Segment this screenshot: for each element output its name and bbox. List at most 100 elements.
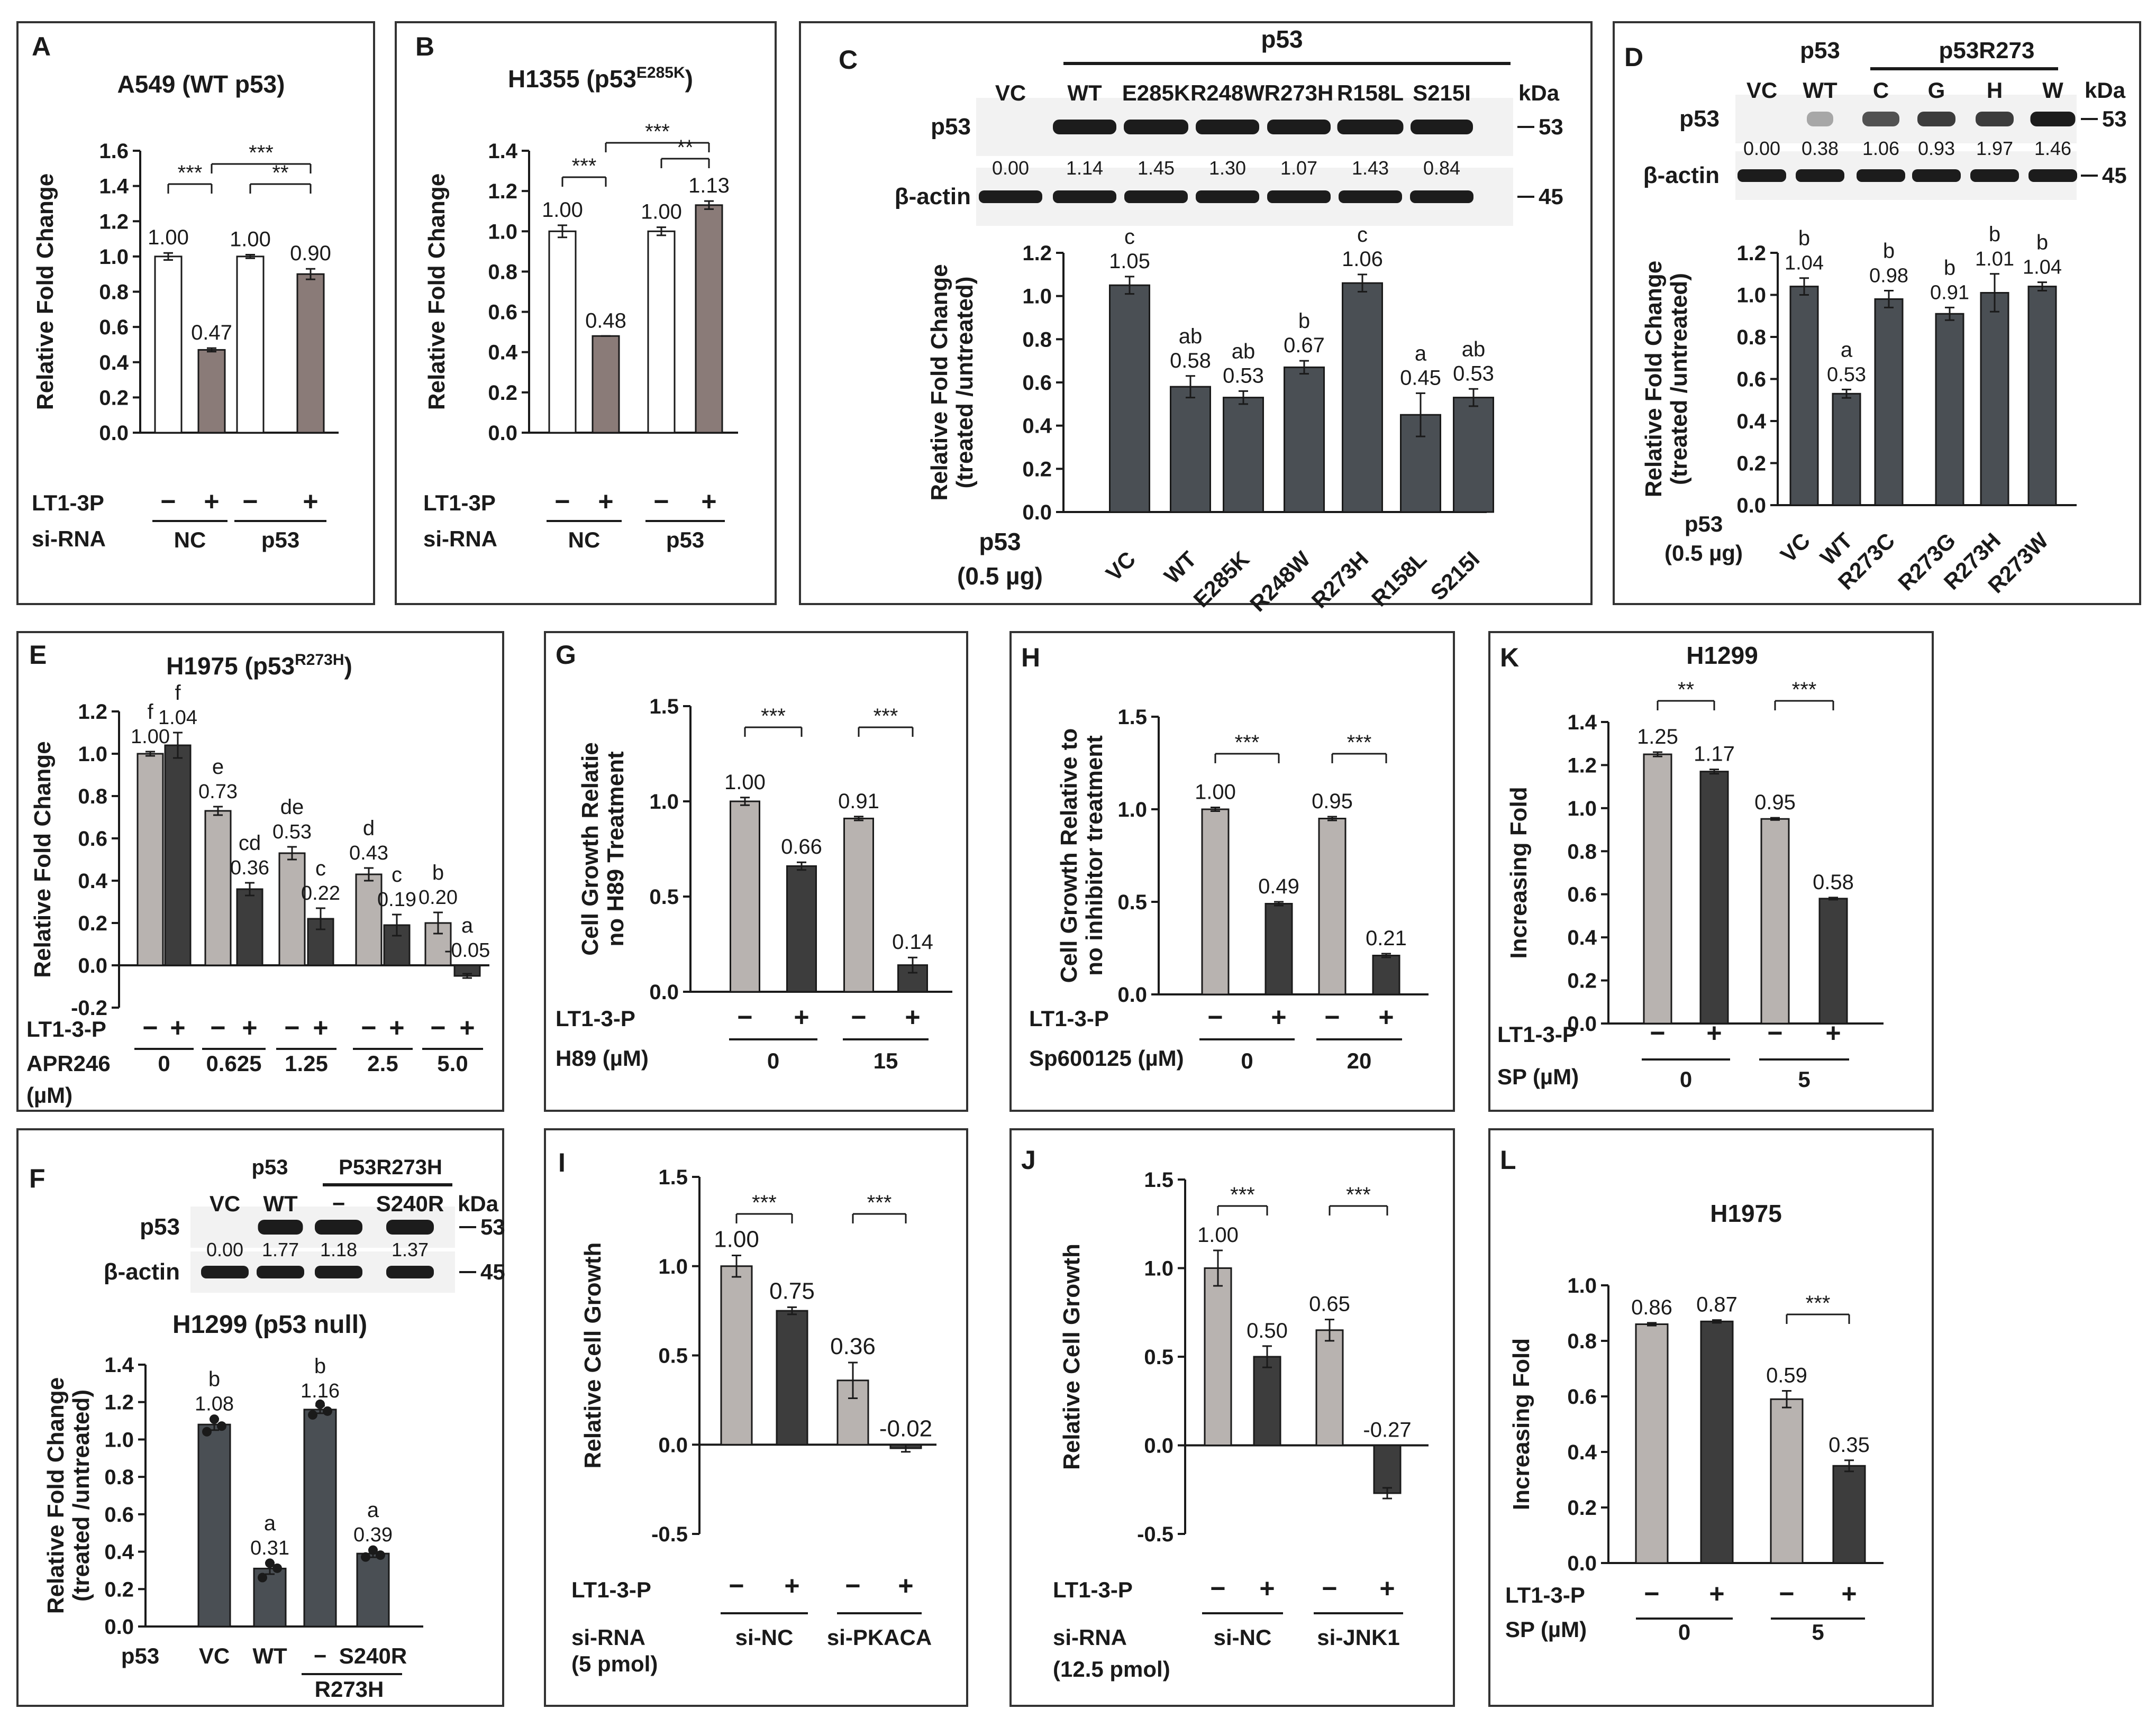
p53-band [1124, 120, 1188, 134]
bar [236, 888, 263, 966]
lane-label: − [332, 1191, 345, 1216]
group-label: si-NC [1214, 1625, 1272, 1650]
y-tick-label: 0.0 [1144, 1434, 1173, 1458]
significance-letter: c [1357, 223, 1368, 246]
chart-title: H1975 [1710, 1200, 1782, 1227]
data-label: 0.35 [1828, 1433, 1870, 1457]
y-tick-label: 0.8 [1567, 1330, 1597, 1353]
x-category-label: R158L [1367, 546, 1431, 611]
mw-marker-label: 53 [480, 1214, 505, 1239]
y-tick-label: 0.6 [1736, 368, 1766, 391]
bar [647, 230, 676, 434]
treatment-sign: + [303, 487, 318, 516]
y-tick-label: 0.5 [1144, 1346, 1173, 1369]
data-label: 0.98 [1869, 265, 1908, 287]
y-tick-label: 1.2 [1567, 754, 1597, 777]
panel-letter: F [29, 1164, 46, 1193]
treatment-sign: − [361, 1013, 376, 1043]
bar [1770, 1398, 1804, 1564]
actin-band [386, 1266, 434, 1278]
data-label: 0.59 [1766, 1364, 1807, 1387]
group-label: 1.25 [285, 1051, 328, 1076]
treatment-sign: − [1650, 1018, 1665, 1048]
y-tick-label: 1.0 [78, 743, 107, 766]
actin-band [315, 1266, 362, 1278]
bar [154, 255, 183, 434]
bar [236, 255, 265, 434]
treatment-sign: − [284, 1013, 299, 1043]
data-label: 0.19 [377, 889, 416, 911]
significance-stars: *** [178, 161, 203, 185]
lane-label: WT [1803, 78, 1837, 103]
significance-letter: d [363, 817, 375, 840]
y-tick-label: -0.2 [71, 997, 107, 1020]
y-tick-label: 0.0 [99, 422, 129, 445]
row-label: LT1-3-P [26, 1017, 106, 1041]
y-tick-label: 0.2 [104, 1578, 134, 1601]
x-category-label: − [314, 1643, 327, 1668]
panel-letter: A [32, 32, 51, 61]
data-label: 0.75 [769, 1278, 815, 1304]
y-tick-label: 1.2 [78, 700, 107, 724]
significance-letter: f [175, 681, 181, 705]
data-label: 0.53 [272, 821, 312, 843]
y-tick-label: 0.2 [1736, 452, 1766, 476]
x-axis-label: p53 [1685, 511, 1723, 536]
western-blot: p53 53 β-actin 45 VC 0.00 WT 1.77 − 1.18 S240R 1.37… [104, 1191, 505, 1293]
treatment-sign: + [1379, 1574, 1395, 1603]
lane-label: E285K [1122, 80, 1190, 105]
bar [137, 753, 164, 966]
significance-stars: *** [752, 1191, 777, 1214]
band-quantification: 0.00 [992, 157, 1029, 179]
y-tick-label: 0.5 [649, 885, 679, 909]
bar [843, 817, 874, 993]
significance-letter: b [1298, 309, 1310, 333]
data-label: 0.20 [419, 887, 458, 909]
data-label: 1.01 [1975, 248, 2014, 270]
y-tick-label: 1.4 [99, 175, 129, 198]
treatment-sign: + [170, 1013, 185, 1043]
data-label: 0.65 [1309, 1293, 1350, 1316]
significance-letter: ab [1179, 325, 1203, 348]
y-tick-label: 1.4 [1567, 711, 1597, 734]
actin-band [1410, 190, 1473, 203]
band-quantification: 1.43 [1352, 157, 1389, 179]
data-point [323, 1406, 332, 1416]
lane-label: WT [263, 1191, 298, 1216]
blot-membrane [1735, 95, 2077, 143]
row-label: SP (µM) [1497, 1064, 1579, 1089]
p53-band [1807, 112, 1833, 126]
significance-letter: c [315, 857, 326, 880]
y-tick-label: 1.2 [1736, 242, 1766, 265]
panel-H-frame [1009, 631, 1455, 1112]
bar [776, 1310, 808, 1446]
actin-band [201, 1266, 249, 1278]
panel-G-chart: 0.0 0.5 1.0 1.5 Cell Growth Relatie no H89 Tr… [556, 695, 952, 1073]
x-category-label: WT [1159, 546, 1202, 589]
row-label: (5 pmol) [571, 1651, 658, 1676]
y-tick-label: 1.0 [1567, 797, 1597, 820]
lane-label: R158L [1337, 80, 1404, 105]
row-label: LT1-3-P [1053, 1577, 1133, 1602]
panel-letter: K [1500, 643, 1519, 672]
panel-C-chart: 0.0 0.2 0.4 0.6 0.8 1.0 1.2 Relative Fold Chang… [926, 223, 1494, 616]
mw-marker-label: 45 [1539, 184, 1563, 209]
panel-letter: B [415, 32, 434, 61]
significance-letter: f [147, 700, 153, 724]
data-label: 0.39 [353, 1524, 393, 1546]
y-axis-label: (treated /untreated) [1666, 273, 1692, 485]
y-tick-label: 0.4 [1567, 1441, 1597, 1464]
group-label: 0.625 [206, 1051, 261, 1076]
p53-band [386, 1220, 434, 1235]
data-label: 1.00 [230, 228, 271, 251]
y-tick-label: 0.0 [649, 981, 679, 1004]
significance-letter: c [392, 863, 402, 887]
significance-letter: a [1841, 338, 1853, 361]
bar [1265, 903, 1293, 995]
y-tick-label: 1.4 [488, 140, 517, 163]
lane-label: S215I [1413, 80, 1471, 105]
x-category-label: WT [252, 1643, 287, 1668]
p53-band [315, 1220, 362, 1235]
p53-band [1053, 120, 1116, 134]
y-tick-label: 1.0 [649, 790, 679, 814]
